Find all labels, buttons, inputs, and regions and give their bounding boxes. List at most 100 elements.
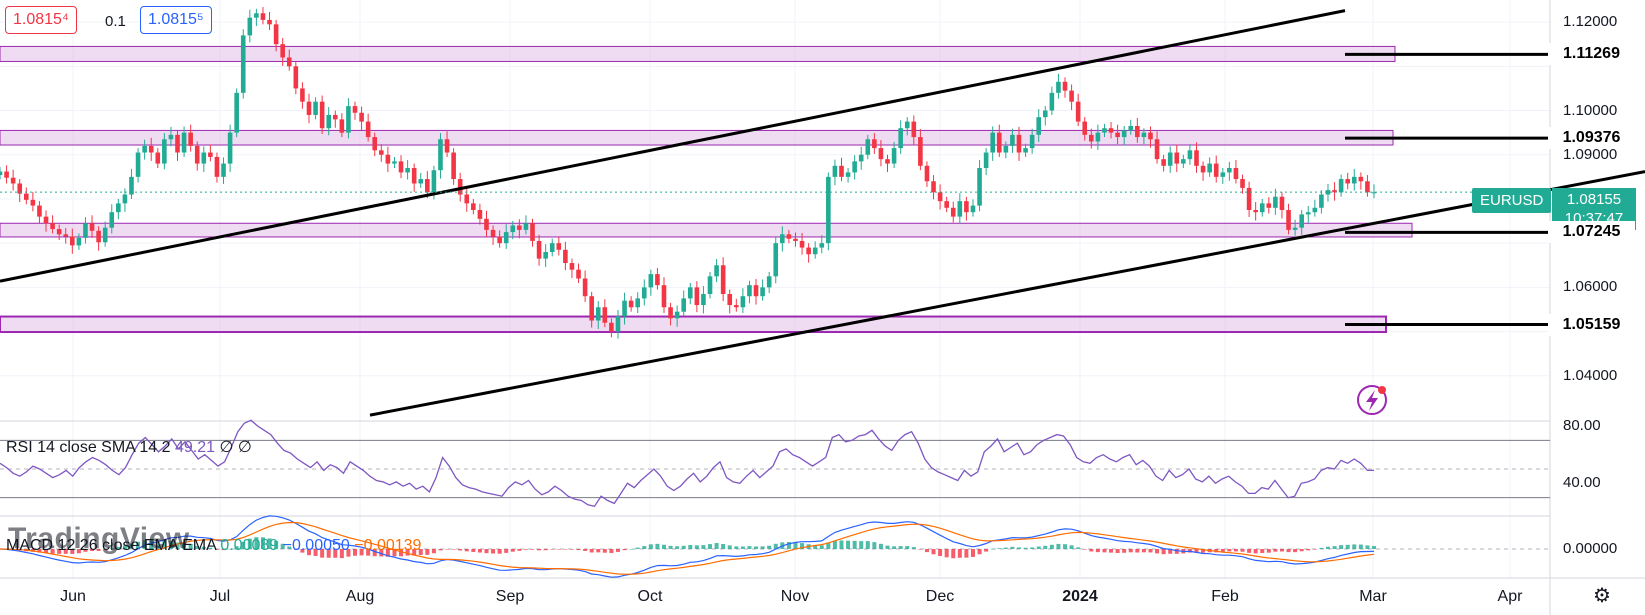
macd-hist-bar xyxy=(1122,549,1127,553)
candle xyxy=(852,155,857,180)
macd-hist-bar xyxy=(1056,543,1061,549)
macd-hist-bar xyxy=(694,545,699,549)
macd-hist-bar xyxy=(681,545,686,549)
macd-hist-bar xyxy=(320,549,325,558)
zone-1.05159 xyxy=(0,315,1387,334)
macd-hist-bar xyxy=(122,545,127,549)
candle xyxy=(50,215,55,234)
candle xyxy=(1135,118,1140,143)
candle xyxy=(30,191,36,212)
candle xyxy=(438,133,443,179)
candle xyxy=(4,165,9,184)
macd-hist-bar xyxy=(530,549,535,550)
macd-hist-bar xyxy=(596,549,601,553)
candle xyxy=(819,235,825,254)
candle xyxy=(497,230,502,248)
lightning-icon[interactable] xyxy=(1357,385,1387,415)
settings-icon[interactable]: ⚙ xyxy=(1593,585,1611,607)
macd-hist-bar xyxy=(57,549,62,554)
candle xyxy=(477,203,483,225)
candle xyxy=(1351,168,1357,191)
macd-hist-bar xyxy=(924,549,929,553)
macd-hist-bar xyxy=(491,549,496,554)
candle xyxy=(208,144,213,162)
macd-hist-bar xyxy=(846,540,851,549)
candle xyxy=(0,167,3,180)
candle xyxy=(964,196,969,221)
candle xyxy=(1003,141,1009,159)
rsi-legend[interactable]: RSI 14 close SMA 14 2 49.21 ∅ ∅ xyxy=(6,437,252,457)
macd-hist-bar xyxy=(622,549,627,551)
macd-hist-bar xyxy=(898,546,903,549)
candle xyxy=(1332,182,1337,201)
candle xyxy=(1200,161,1206,181)
candle xyxy=(23,187,29,205)
candle xyxy=(142,139,147,160)
macd-hist-bar xyxy=(990,548,995,550)
macd-hist-bar xyxy=(162,541,167,549)
price-candles xyxy=(0,7,1377,339)
macd-hist-bar xyxy=(813,544,818,549)
macd-hist-bar xyxy=(399,549,404,557)
candle xyxy=(523,215,529,235)
macd-hist-bar xyxy=(267,538,272,549)
macd-hist-bar xyxy=(668,545,673,549)
price-tick: 1.12000 xyxy=(1563,13,1618,31)
candle xyxy=(1266,197,1272,214)
candle xyxy=(1246,181,1252,218)
candle xyxy=(385,146,391,172)
candle xyxy=(1292,219,1298,236)
candle xyxy=(10,169,16,191)
candle xyxy=(885,154,890,172)
macd-hist-bar xyxy=(878,543,883,549)
macd-hist-bar xyxy=(300,549,305,553)
rsi-value: 49.21 xyxy=(174,439,216,456)
macd-legend[interactable]: MACD 12 26 close EMA EMA 0.00089 −0.0005… xyxy=(6,537,421,555)
price-tick: 1.09000 xyxy=(1563,145,1618,163)
candle xyxy=(148,137,154,161)
macd-hist-bar xyxy=(1187,549,1192,553)
candle xyxy=(43,210,49,232)
macd-hist-bar xyxy=(1266,549,1271,553)
macd-hist-bar xyxy=(359,549,364,556)
macd-hist-bar xyxy=(1003,547,1008,549)
macd-hist-bar xyxy=(1240,549,1245,552)
rsi-label: RSI 14 close SMA 14 2 xyxy=(6,439,171,456)
sell-price-button[interactable]: 1.0815⁴ xyxy=(5,6,77,34)
macd-hist-bar xyxy=(740,546,745,549)
macd-hist-bar xyxy=(346,549,351,557)
time-tick: Jun xyxy=(60,588,86,605)
zone-1.09376 xyxy=(0,129,1394,146)
candle xyxy=(977,160,982,212)
buy-price-button[interactable]: 1.0815⁵ xyxy=(140,6,212,34)
macd-hist-bar xyxy=(1128,549,1133,553)
macd-hist-bar xyxy=(234,546,239,549)
candle xyxy=(543,244,548,268)
candle xyxy=(365,113,371,142)
candle xyxy=(1042,106,1048,126)
macd-hist-bar xyxy=(471,549,476,552)
candle xyxy=(720,257,726,302)
candle xyxy=(786,229,792,244)
macd-hist-bar xyxy=(1306,549,1311,551)
macd-hist-bar xyxy=(333,549,338,558)
candle xyxy=(655,267,660,290)
macd-hist-bar xyxy=(944,549,949,558)
macd-hist-bar xyxy=(247,538,252,549)
zone-1.07245 xyxy=(0,222,1413,238)
macd-hist-bar xyxy=(339,549,344,559)
macd-hist-bar xyxy=(366,549,371,556)
macd-hist-bar xyxy=(839,540,844,549)
macd-hist-bar xyxy=(576,549,581,551)
symbol-tag: EURUSD xyxy=(1472,188,1552,213)
candle xyxy=(648,269,654,296)
candle xyxy=(609,318,614,338)
macd-hist-bar xyxy=(517,549,522,551)
macd-hist-bar xyxy=(661,544,666,549)
candle xyxy=(845,168,851,183)
macd-hist-bar xyxy=(938,549,943,557)
candle xyxy=(740,288,746,314)
macd-hist-bar xyxy=(392,549,397,557)
candle xyxy=(1115,124,1120,145)
